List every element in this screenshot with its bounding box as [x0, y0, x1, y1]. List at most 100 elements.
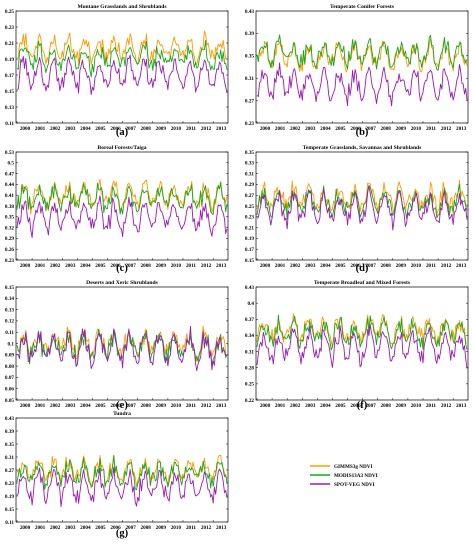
panel-letter: (c)	[116, 263, 128, 274]
y-tick-label: 0.43	[5, 416, 14, 422]
panel-title: Boreal Forests/Taiga	[97, 145, 146, 151]
x-tick-label: 2010	[171, 263, 182, 269]
x-tick-label: 2010	[171, 525, 182, 531]
y-tick-label: 0.44	[5, 182, 14, 188]
y-tick-label: 0.41	[5, 193, 14, 199]
y-tick-label: 0.22	[245, 398, 254, 404]
y-tick-label: 0.35	[5, 442, 14, 448]
x-tick-label: 2000	[260, 403, 271, 409]
panel-letter: (g)	[116, 528, 129, 539]
y-tick-label: 0.19	[5, 57, 14, 63]
x-tick-label: 2006	[110, 126, 121, 132]
panel-letter: (d)	[356, 263, 369, 274]
x-tick-label: 2003	[65, 126, 76, 132]
y-tick-label: 0.29	[5, 236, 14, 242]
x-tick-label: 2008	[381, 263, 392, 269]
x-tick-label: 2013	[456, 403, 467, 409]
y-tick-label: 0.1	[8, 341, 15, 347]
x-tick-label: 2003	[305, 263, 316, 269]
x-tick-label: 2006	[110, 525, 121, 531]
x-tick-label: 2007	[125, 263, 136, 269]
series-line-spot	[16, 195, 228, 239]
plot-frame	[255, 10, 469, 124]
y-tick-label: 0.11	[5, 330, 14, 336]
y-tick-label: 0.47	[5, 171, 14, 177]
x-tick-label: 2002	[290, 126, 301, 132]
x-tick-label: 2013	[216, 525, 227, 531]
x-tick-label: 2009	[156, 263, 167, 269]
y-tick-label: 0.13	[5, 105, 14, 111]
y-tick-label: 0.09	[5, 353, 14, 359]
x-tick-label: 2004	[80, 263, 91, 269]
y-tick-label: 0.25	[245, 382, 254, 388]
x-tick-label: 2012	[441, 126, 452, 132]
y-tick-label: 0.31	[5, 455, 14, 461]
x-tick-label: 2009	[156, 126, 167, 132]
y-tick-label: 0.15	[245, 258, 254, 264]
x-tick-label: 2001	[275, 263, 286, 269]
y-tick-label: 0.23	[245, 121, 254, 127]
y-tick-label: 0.35	[5, 215, 14, 221]
y-tick-label: 0.25	[245, 204, 254, 210]
y-tick-label: 0.05	[5, 398, 14, 404]
series-line-spot	[256, 324, 468, 369]
x-tick-label: 2005	[95, 263, 106, 269]
x-tick-label: 2010	[171, 126, 182, 132]
plot-frame	[15, 286, 229, 401]
y-tick-label: 0.08	[5, 364, 14, 370]
y-tick-label: 0.31	[245, 171, 254, 177]
x-tick-label: 2007	[365, 126, 376, 132]
series-line-spot	[256, 62, 468, 107]
y-tick-label: 0.33	[245, 161, 254, 167]
x-tick-label: 2001	[35, 263, 46, 269]
y-tick-label: 0.11	[5, 520, 14, 526]
x-tick-label: 2004	[80, 525, 91, 531]
x-tick-label: 2008	[141, 263, 152, 269]
x-tick-label: 2009	[396, 403, 407, 409]
series-line-gimms	[16, 454, 228, 489]
x-tick-label: 2012	[441, 263, 452, 269]
series-line-spot	[16, 54, 228, 96]
y-tick-label: 0.27	[5, 468, 14, 474]
y-tick-label: 0.15	[5, 507, 14, 513]
x-tick-label: 2006	[110, 263, 121, 269]
panel-title: Deserts and Xeric Shrublands	[86, 280, 158, 286]
x-tick-label: 2013	[216, 263, 227, 269]
y-tick-label: 0.12	[5, 319, 14, 325]
y-tick-label: 0.53	[5, 150, 14, 156]
x-tick-label: 2007	[365, 263, 376, 269]
x-tick-label: 2002	[50, 126, 61, 132]
panel-letter: (b)	[356, 127, 369, 138]
panel-f: Temperate Broadleaf and Mixed Forests 0.2…	[245, 280, 469, 411]
y-tick-label: 0.27	[245, 98, 254, 104]
x-tick-label: 2012	[201, 525, 212, 531]
panel-letter: (f)	[357, 400, 368, 411]
panel-d: Temperate Grasslands, Savannas and Shrub…	[245, 145, 469, 274]
panel-title: Temperate Grasslands, Savannas and Shrub…	[303, 145, 423, 151]
legend-label-spot: SPOT-VEG NDVI	[334, 482, 375, 488]
x-tick-label: 2002	[290, 263, 301, 269]
x-tick-label: 2009	[156, 525, 167, 531]
x-tick-label: 2013	[216, 126, 227, 132]
series-line-gimms	[256, 179, 468, 217]
panel-title: Montane Grasslands and Shrublands	[77, 4, 167, 10]
x-tick-label: 2008	[141, 403, 152, 409]
x-tick-label: 2000	[260, 263, 271, 269]
x-tick-label: 2011	[186, 263, 196, 269]
y-tick-label: 0.26	[5, 247, 14, 253]
y-tick-label: 0.27	[245, 193, 254, 199]
x-tick-label: 2005	[95, 403, 106, 409]
y-tick-label: 0.38	[5, 204, 14, 210]
y-tick-label: 0.28	[245, 366, 254, 372]
x-tick-label: 2013	[456, 263, 467, 269]
series-line-modis	[16, 181, 228, 215]
x-tick-label: 2000	[20, 263, 31, 269]
x-tick-label: 2006	[350, 403, 361, 409]
y-tick-label: 0.21	[5, 41, 14, 47]
x-tick-label: 2008	[381, 403, 392, 409]
x-tick-label: 2002	[50, 263, 61, 269]
x-tick-label: 2012	[201, 126, 212, 132]
y-tick-label: 0.23	[5, 481, 14, 487]
x-tick-label: 2006	[350, 126, 361, 132]
y-tick-label: 0.23	[245, 215, 254, 221]
